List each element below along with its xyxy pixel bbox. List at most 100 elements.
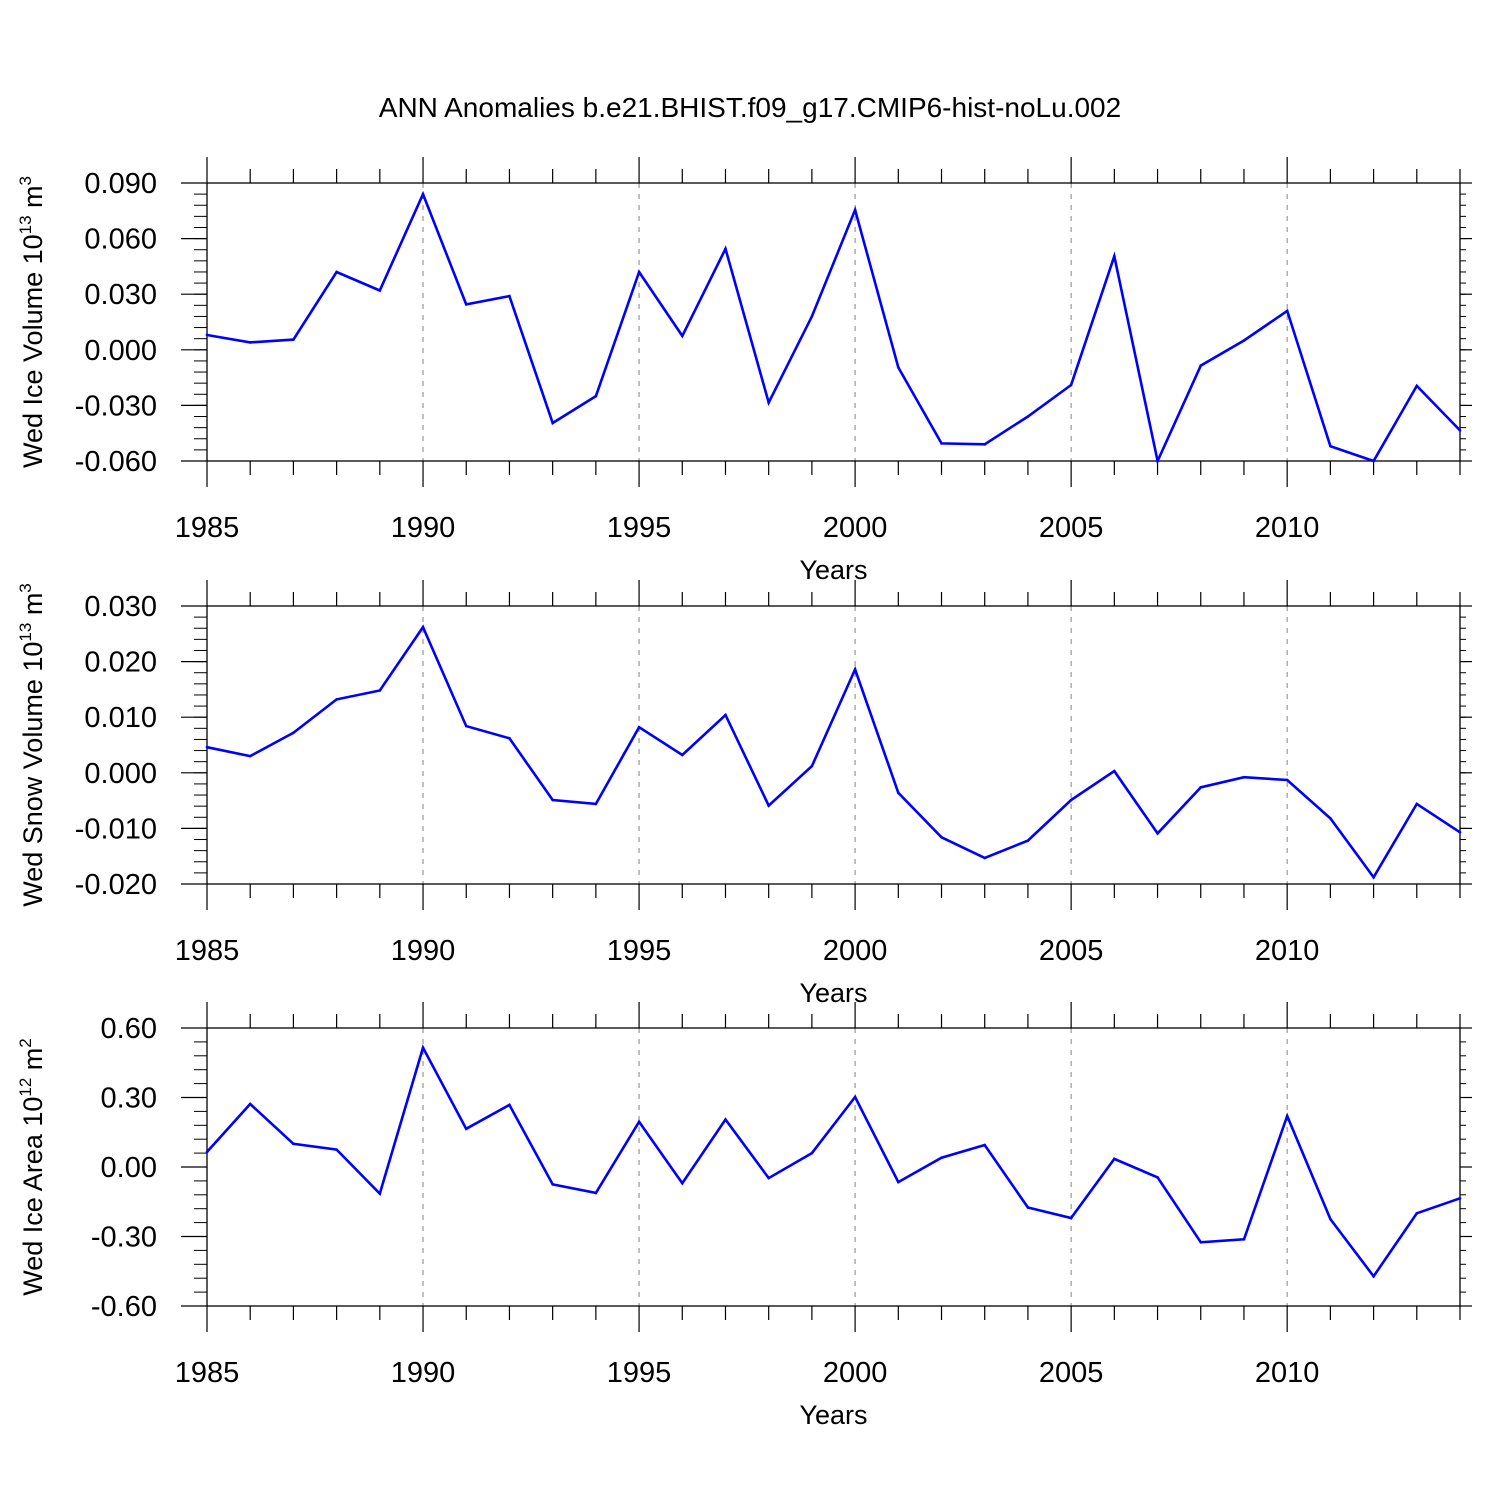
- data-point: [1329, 817, 1332, 820]
- data-point: [1156, 1176, 1159, 1179]
- y-tick-label: 0.030: [84, 279, 157, 311]
- y-axis-label-exp: 13: [16, 623, 35, 642]
- data-point: [897, 1180, 900, 1184]
- y-tick-label: -0.030: [75, 390, 157, 422]
- y-axis-label: Wed Ice Area 1012 m2: [16, 1038, 48, 1296]
- data-point: [1113, 254, 1116, 258]
- data-point: [1199, 364, 1203, 367]
- chart-title: ANN Anomalies b.e21.BHIST.f09_g17.CMIP6-…: [378, 92, 1122, 123]
- y-axis-label-unit: m: [18, 1048, 48, 1078]
- data-point: [1199, 785, 1203, 789]
- data-point: [767, 804, 770, 807]
- x-tick-label: 2005: [1039, 512, 1104, 544]
- data-point: [853, 1095, 857, 1099]
- x-axis-label: Years: [799, 978, 867, 1008]
- data-point: [1285, 778, 1289, 782]
- data-point: [594, 802, 598, 806]
- data-point: [551, 1183, 554, 1186]
- data-point: [464, 724, 468, 728]
- panel-3: 1985 1990 1995 2000 2005 2010 0.60 0.30 0.00 -0.3…: [16, 1002, 1472, 1430]
- x-tick-label: 2010: [1255, 1357, 1320, 1389]
- data-point: [292, 731, 295, 735]
- data-point: [1069, 1216, 1073, 1220]
- data-point: [1156, 832, 1159, 835]
- x-tick-label: 2000: [823, 1357, 888, 1389]
- x-tick-label: 2010: [1255, 935, 1320, 967]
- data-point: [724, 1118, 727, 1121]
- data-point: [335, 698, 338, 701]
- data-point: [810, 315, 814, 318]
- y-tick-label: 0.010: [84, 702, 157, 734]
- y-axis-label: Wed Ice Volume 1013 m3: [16, 176, 48, 468]
- data-point: [1458, 1196, 1462, 1200]
- data-point: [292, 338, 295, 341]
- x-tick-label: 1985: [175, 512, 240, 544]
- data-point: [983, 443, 987, 446]
- data-point: [983, 856, 987, 860]
- y-tick-label: 0.090: [84, 168, 157, 200]
- data-point: [464, 1127, 468, 1131]
- data-point: [248, 1102, 252, 1106]
- data-point: [1372, 459, 1375, 463]
- y-tick-label: 0.000: [84, 758, 157, 790]
- data-point: [378, 1192, 382, 1195]
- y-axis-label-text: Wed Snow Volume 10: [18, 642, 48, 907]
- y-axis-label-unit-exp: 2: [16, 1038, 35, 1047]
- data-point: [1113, 769, 1116, 773]
- data-point: [421, 625, 425, 629]
- x-tick-label: 2010: [1255, 512, 1320, 544]
- data-point: [594, 394, 598, 398]
- data-point: [897, 791, 900, 795]
- data-point: [1458, 429, 1462, 432]
- x-tick-label: 1995: [607, 935, 672, 967]
- y-tick-label: 0.000: [84, 335, 157, 367]
- series-line: [206, 1044, 1461, 1279]
- data-point: [853, 208, 857, 212]
- data-point: [248, 754, 252, 758]
- data-point: [205, 333, 209, 337]
- x-tick-label: 2000: [823, 512, 888, 544]
- data-point: [940, 1156, 943, 1160]
- y-axis-label-unit: m: [18, 185, 48, 215]
- data-point: [205, 1150, 209, 1154]
- data-point: [248, 341, 252, 344]
- y-tick-label: -0.60: [91, 1291, 157, 1323]
- x-tick-label: 2005: [1039, 935, 1104, 967]
- x-tick-label: 1990: [391, 935, 456, 967]
- data-point: [1242, 339, 1246, 342]
- plot-frame: [206, 605, 1461, 885]
- data-point: [378, 289, 382, 292]
- data-point: [1458, 830, 1462, 834]
- data-point: [637, 725, 641, 729]
- y-axis-label-unit-exp: 3: [16, 176, 35, 185]
- data-point: [1415, 1212, 1419, 1215]
- data-point: [378, 689, 382, 692]
- data-point: [508, 737, 511, 740]
- panel-2: 1985 1990 1995 2000 2005 2010 0.030 0.020 0.010 0…: [16, 580, 1472, 1008]
- x-tick-label: 1985: [175, 935, 240, 967]
- y-axis-label-text: Wed Ice Volume 10: [18, 234, 48, 468]
- y-tick-label: 0.30: [101, 1083, 157, 1115]
- series-line: [206, 190, 1461, 466]
- data-point: [637, 270, 641, 274]
- data-point: [1285, 1114, 1289, 1118]
- data-point: [853, 668, 857, 671]
- data-point: [551, 798, 554, 802]
- panel-1: 1985 1990 1995 2000 2005 2010 0.090 0.060 0.030 0…: [16, 157, 1472, 585]
- y-axis-label-exp: 13: [16, 215, 35, 234]
- data-point: [1113, 1157, 1116, 1161]
- y-axis-label: Wed Snow Volume 1013 m3: [16, 583, 48, 907]
- x-tick-label: 1990: [391, 1357, 456, 1389]
- data-point: [421, 1046, 425, 1049]
- data-point: [1285, 309, 1289, 313]
- data-point: [508, 1103, 511, 1107]
- y-tick-label: -0.060: [75, 446, 157, 478]
- data-point: [1372, 1275, 1375, 1278]
- y-tick-label: -0.020: [75, 869, 157, 901]
- x-tick-label: 2005: [1039, 1357, 1104, 1389]
- data-point: [940, 442, 943, 445]
- data-point: [940, 835, 943, 839]
- data-point: [767, 401, 770, 404]
- y-axis-label-exp: 12: [16, 1078, 35, 1097]
- y-axis-label-unit: m: [18, 593, 48, 623]
